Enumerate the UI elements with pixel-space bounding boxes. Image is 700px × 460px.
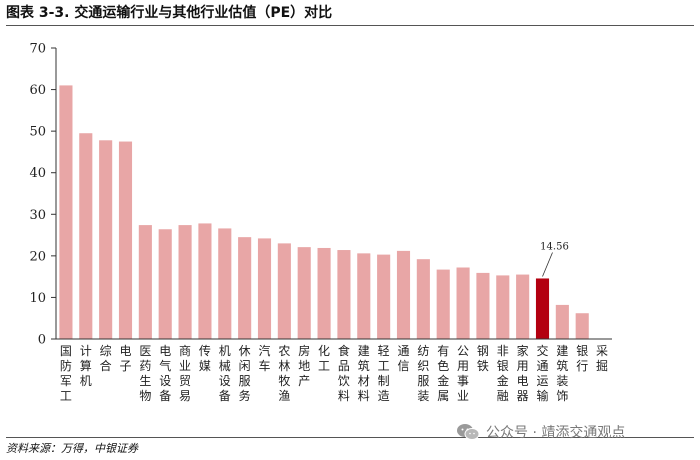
watermark-text: 公众号 · 靖添交通观点 [486, 425, 626, 441]
x-tick-label: 家用电器 [517, 343, 529, 403]
bar [158, 229, 172, 339]
chart-title: 图表 3-3. 交通运输行业与其他行业估值（PE）对比 [6, 5, 333, 21]
x-tick-label: 传媒 [199, 343, 211, 373]
x-tick-label: 电气设备 [159, 344, 171, 403]
bar [575, 313, 589, 339]
category-labels: 国防军工计算机综合电子医药生物电气设备商业贸易传媒机械设备休闲服务汽车农林牧渔房… [60, 343, 608, 403]
bar [99, 140, 113, 339]
bar [218, 228, 232, 339]
y-tick-label: 0 [38, 333, 46, 348]
data-label: 14.56 [540, 241, 569, 252]
x-tick-label: 机械设备 [219, 344, 231, 403]
bar [416, 259, 430, 339]
x-tick-label: 食品饮料 [338, 343, 350, 403]
y-tick-label: 50 [29, 125, 46, 140]
y-tick-label: 20 [29, 249, 46, 264]
x-tick-label: 医药生物 [139, 344, 151, 403]
bar-chart: 0 10 20 30 40 50 60 70 国防军工计算机综合电子医药生物电气设备商业贸易传… [29, 42, 612, 403]
bar [138, 225, 152, 339]
x-tick-label: 银行 [576, 344, 588, 373]
bar [357, 253, 371, 339]
bar [79, 133, 93, 339]
x-tick-label: 国防军工 [60, 344, 72, 403]
y-tick-label: 60 [29, 83, 46, 98]
annotation-leader [542, 252, 553, 277]
x-tick-label: 有色金属 [437, 344, 449, 403]
x-tick-label: 休闲服务 [239, 344, 251, 403]
y-tick-label: 30 [29, 208, 46, 223]
title-divider [6, 25, 694, 26]
x-tick-label: 交通运输 [536, 343, 548, 403]
x-tick-label: 农林牧渔 [278, 344, 290, 403]
bar [516, 274, 530, 339]
bar [436, 269, 450, 339]
annotations: 14.56 [540, 241, 569, 277]
source-note: 资料来源：万得，中银证券 [6, 442, 138, 455]
x-tick-label: 商业贸易 [179, 343, 191, 403]
y-tick-label: 40 [29, 166, 46, 181]
bar [555, 304, 569, 339]
bar [377, 254, 391, 339]
x-tick-label: 化工 [318, 344, 330, 373]
bar [317, 247, 331, 339]
x-tick-label: 汽车 [258, 343, 270, 373]
y-axis: 0 10 20 30 40 50 60 70 [29, 42, 57, 348]
watermark: 公众号 · 靖添交通观点 [456, 420, 692, 444]
bars [59, 85, 589, 339]
wechat-icon [457, 424, 480, 440]
bar [476, 272, 490, 339]
x-tick-label: 房地产 [298, 343, 310, 388]
bar [118, 141, 133, 339]
bar [238, 237, 252, 339]
bar [178, 225, 192, 339]
bar [396, 250, 411, 339]
x-tick-label: 建筑材料 [358, 344, 370, 403]
y-tick-label: 10 [29, 291, 46, 306]
bar [277, 243, 291, 339]
bar [496, 275, 510, 339]
bar-highlight [535, 278, 550, 339]
x-tick-label: 电子 [119, 344, 131, 373]
x-tick-label: 综合 [100, 344, 112, 373]
footer-divider [6, 437, 694, 438]
bar [456, 267, 470, 339]
x-tick-label: 轻工制造 [378, 344, 390, 403]
bar [198, 223, 212, 339]
x-tick-label: 建筑装饰 [556, 344, 568, 403]
x-tick-label: 非银金融 [497, 344, 509, 403]
x-tick-label: 钢铁 [477, 344, 489, 373]
bar [297, 247, 311, 339]
bar [337, 250, 351, 339]
x-tick-label: 通信 [397, 344, 409, 373]
x-tick-label: 计算机 [80, 344, 92, 388]
x-tick-label: 纺织服装 [417, 344, 429, 403]
bar [59, 85, 73, 339]
x-tick-label: 公用事业 [457, 344, 469, 403]
x-tick-label: 采掘 [596, 344, 608, 373]
y-tick-label: 70 [29, 42, 46, 57]
bar [257, 238, 272, 339]
